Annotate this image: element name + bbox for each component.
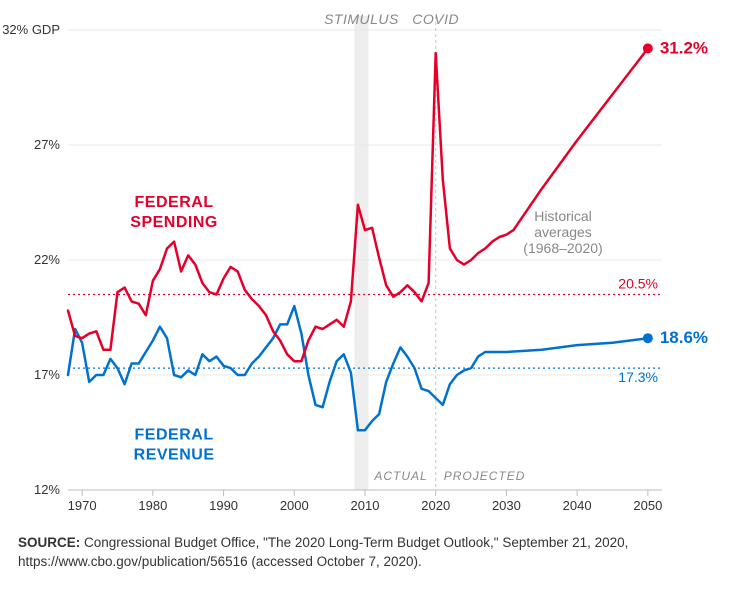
stimulus-label: STIMULUS <box>324 11 399 27</box>
y-tick-label: 27% <box>34 137 60 152</box>
endpoint-label-revenue: 18.6% <box>660 328 708 347</box>
endpoint-spending <box>643 43 653 53</box>
endpoint-revenue <box>643 333 653 343</box>
budget-chart: 12% 17% 22% 27% 32% GDP 20.5% 17.3% 18.6% 31.2% F… <box>0 0 734 590</box>
label-revenue-2: REVENUE <box>134 446 215 463</box>
projected-label: PROJECTED <box>444 469 526 483</box>
x-tick-label: 1990 <box>209 498 238 513</box>
source-prefix: SOURCE: <box>18 535 80 550</box>
x-tick-label: 2040 <box>563 498 592 513</box>
avg-value-spending: 20.5% <box>618 276 658 292</box>
y-tick-label: 12% <box>34 482 60 497</box>
label-revenue-1: FEDERAL <box>135 426 214 443</box>
y-tick-label: 22% <box>34 252 60 267</box>
source-text: Congressional Budget Office, "The 2020 L… <box>18 535 628 570</box>
x-tick-label: 2030 <box>492 498 521 513</box>
covid-label: COVID <box>412 11 459 27</box>
source-citation: SOURCE: Congressional Budget Office, "Th… <box>18 533 698 572</box>
avg-value-revenue: 17.3% <box>618 369 658 385</box>
x-tick-label: 2010 <box>351 498 380 513</box>
x-tick-label: 1970 <box>68 498 97 513</box>
x-tick-label: 1980 <box>138 498 167 513</box>
endpoint-label-spending: 31.2% <box>660 38 708 57</box>
avg-caption-2: averages <box>534 224 592 240</box>
avg-caption-3: (1968–2020) <box>523 240 602 256</box>
label-spending-2: SPENDING <box>130 214 218 231</box>
x-tick-label: 2000 <box>280 498 309 513</box>
x-tick-label: 2050 <box>633 498 662 513</box>
avg-caption-1: Historical <box>534 208 592 224</box>
actual-label: ACTUAL <box>373 469 427 483</box>
x-tick-label: 2020 <box>421 498 450 513</box>
label-spending-1: FEDERAL <box>135 194 214 211</box>
y-tick-label: 17% <box>34 367 60 382</box>
y-tick-label: 32% GDP <box>2 22 60 37</box>
